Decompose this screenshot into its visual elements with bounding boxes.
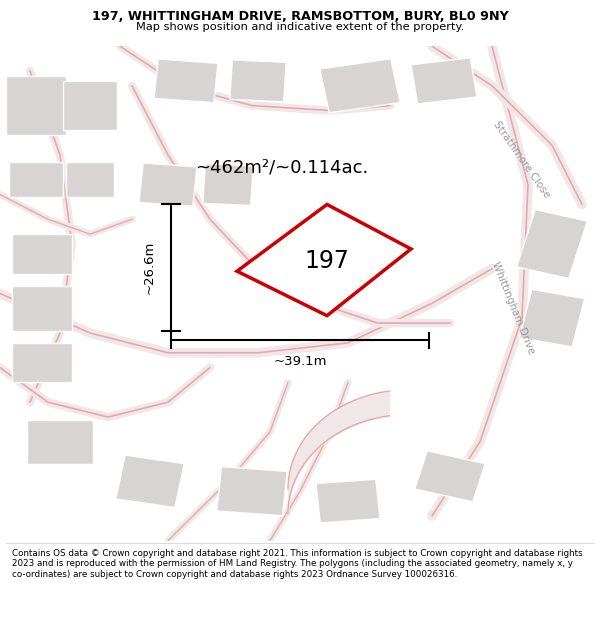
Text: ~462m²/~0.114ac.: ~462m²/~0.114ac. — [196, 158, 368, 176]
Text: ~39.1m: ~39.1m — [273, 355, 327, 368]
Text: Whittingham Drive: Whittingham Drive — [490, 261, 536, 356]
Polygon shape — [203, 164, 253, 206]
Polygon shape — [320, 59, 400, 113]
Polygon shape — [520, 289, 584, 347]
Text: 197, WHITTINGHAM DRIVE, RAMSBOTTOM, BURY, BL0 9NY: 197, WHITTINGHAM DRIVE, RAMSBOTTOM, BURY… — [92, 10, 508, 23]
Polygon shape — [154, 59, 218, 102]
Polygon shape — [12, 343, 72, 382]
Polygon shape — [12, 286, 72, 331]
Polygon shape — [217, 467, 287, 516]
Polygon shape — [9, 162, 63, 197]
Polygon shape — [6, 76, 66, 135]
Text: Map shows position and indicative extent of the property.: Map shows position and indicative extent… — [136, 22, 464, 32]
Text: 197: 197 — [305, 249, 349, 273]
Text: Contains OS data © Crown copyright and database right 2021. This information is : Contains OS data © Crown copyright and d… — [12, 549, 583, 579]
Polygon shape — [230, 60, 286, 102]
Polygon shape — [517, 209, 587, 278]
Polygon shape — [27, 419, 93, 464]
Polygon shape — [415, 451, 485, 502]
Text: Strathmore Close: Strathmore Close — [492, 120, 552, 200]
Polygon shape — [316, 479, 380, 523]
Polygon shape — [237, 204, 411, 316]
Polygon shape — [63, 81, 117, 130]
Polygon shape — [12, 234, 72, 274]
Polygon shape — [116, 455, 184, 508]
Polygon shape — [66, 162, 114, 197]
Text: ~26.6m: ~26.6m — [143, 241, 156, 294]
Polygon shape — [411, 58, 477, 104]
Polygon shape — [139, 163, 197, 206]
